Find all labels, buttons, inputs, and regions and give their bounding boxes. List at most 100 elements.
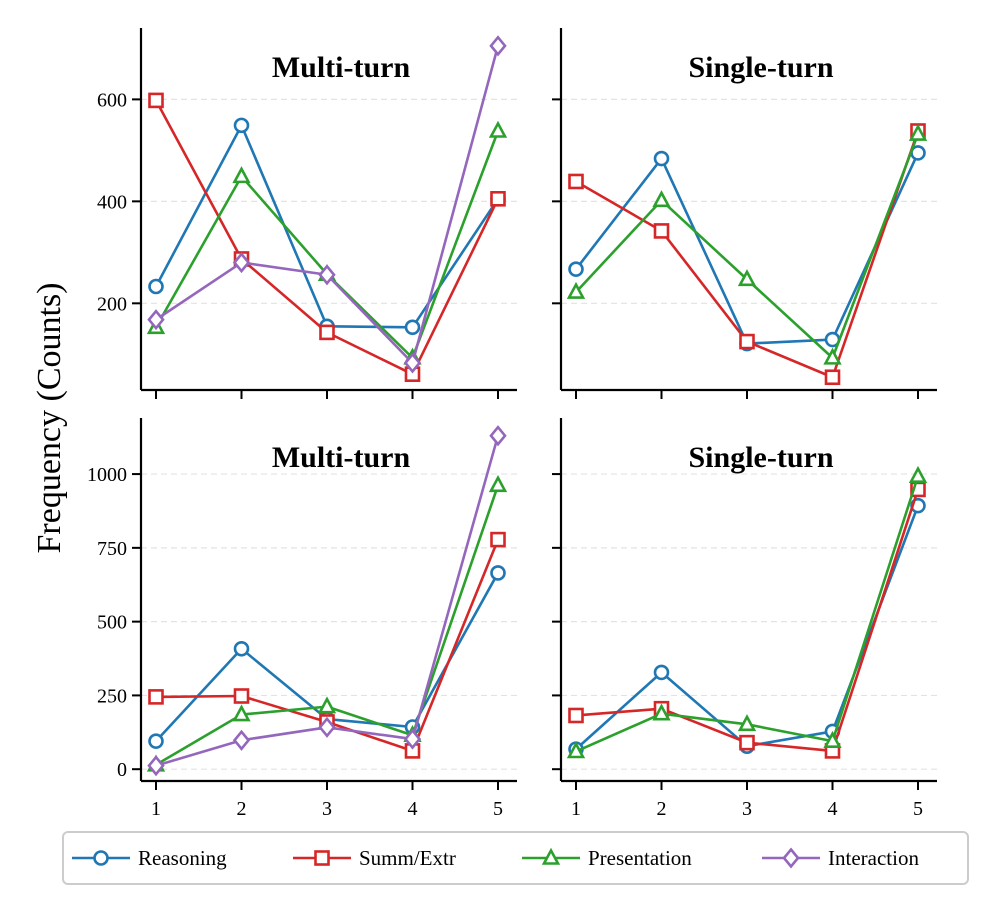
x-tick-label: 5 — [913, 798, 923, 820]
panel-title: Multi-turn — [272, 51, 411, 84]
data-point-summ-extr — [739, 333, 755, 350]
data-point-presentation — [908, 123, 928, 141]
x-tick-label: 1 — [571, 798, 581, 820]
series-summ-extr — [568, 123, 926, 386]
data-point-interaction — [489, 425, 507, 447]
data-point-interaction — [403, 352, 422, 374]
y-tick-label: 250 — [97, 685, 127, 707]
data-point-summ-extr — [653, 223, 670, 239]
data-point-interaction — [147, 309, 165, 331]
panel-title: Single-turn — [688, 51, 833, 84]
x-tick-label: 1 — [151, 798, 161, 820]
y-tick-label: 500 — [97, 612, 127, 634]
data-point-presentation — [317, 696, 337, 714]
data-point-reasoning — [148, 278, 164, 295]
x-tick-label: 4 — [408, 798, 418, 820]
legend-entry-reasoning: Reasoning — [72, 846, 227, 870]
data-point-presentation — [488, 475, 508, 493]
panel-4: 1 2 3 4 5 Single-turn — [552, 418, 937, 820]
data-point-presentation — [488, 120, 508, 138]
data-point-interaction — [147, 755, 165, 777]
legend-label: Reasoning — [138, 846, 227, 870]
data-point-summ-extr — [148, 92, 164, 109]
legend-label: Summ/Extr — [359, 846, 456, 870]
data-point-summ-extr — [490, 531, 506, 548]
data-point-presentation — [652, 703, 671, 721]
data-point-interaction — [403, 728, 422, 750]
data-point-reasoning — [490, 565, 506, 581]
data-point-reasoning — [404, 319, 421, 336]
data-point-summ-extr — [568, 707, 584, 724]
legend-entry-presentation: Presentation — [522, 846, 692, 870]
data-point-presentation — [737, 714, 757, 732]
y-tick-label: 0 — [117, 759, 127, 781]
series-interaction — [147, 35, 507, 374]
series-presentation — [566, 123, 928, 365]
data-point-summ-extr — [233, 688, 250, 704]
x-tick-label: 2 — [237, 798, 247, 820]
series-presentation — [146, 475, 508, 772]
panel-2: Single-turn — [552, 28, 937, 399]
data-point-interaction — [232, 729, 251, 751]
panel-title: Single-turn — [688, 441, 833, 474]
data-point-reasoning — [233, 640, 250, 657]
data-point-interaction — [489, 35, 507, 57]
data-point-summ-extr — [319, 324, 335, 341]
data-point-presentation — [823, 730, 842, 748]
x-tick-label: 3 — [742, 798, 752, 820]
panel-1: 200 400 600 Multi-turn — [97, 28, 517, 399]
legend-marker — [314, 850, 330, 866]
x-tick-label: 2 — [657, 798, 667, 820]
series-line-presentation — [575, 133, 920, 360]
data-point-summ-extr — [568, 173, 584, 190]
legend-frame — [62, 831, 969, 885]
data-point-presentation — [566, 281, 586, 299]
x-tick-label: 4 — [828, 798, 838, 820]
legend-entry-summ-extr: Summ/Extr — [293, 846, 456, 870]
data-point-interaction — [232, 251, 251, 274]
data-point-reasoning — [148, 733, 164, 749]
data-point-interaction — [318, 716, 336, 738]
series-line-reasoning — [154, 124, 500, 329]
y-tick-label: 400 — [97, 191, 127, 213]
legend-marker — [541, 847, 561, 865]
x-tick-label: 3 — [322, 798, 332, 820]
legend-label: Interaction — [828, 846, 919, 870]
data-point-summ-extr — [739, 734, 755, 751]
legend-marker — [782, 847, 800, 869]
panel-title: Multi-turn — [272, 441, 411, 474]
series-reasoning — [148, 117, 506, 336]
legend-marker — [93, 850, 109, 866]
series-summ-extr — [148, 92, 506, 382]
data-point-presentation — [652, 190, 671, 208]
series-reasoning — [568, 145, 926, 352]
data-point-reasoning — [233, 117, 250, 134]
data-point-reasoning — [568, 261, 584, 277]
data-point-summ-extr — [824, 369, 841, 386]
series-line-interaction — [155, 45, 500, 365]
legend: Reasoning Summ/Extr Presentation Interactio… — [62, 831, 969, 885]
legend-entry-interaction: Interaction — [762, 846, 919, 870]
data-point-presentation — [737, 269, 757, 287]
series-line-summ-extr — [575, 489, 920, 753]
y-axis-label: Frequency (Counts) — [31, 282, 68, 553]
data-point-presentation — [823, 347, 842, 365]
legend-label: Presentation — [588, 846, 692, 870]
data-point-interaction — [318, 264, 336, 286]
y-tick-label: 600 — [97, 89, 127, 111]
data-point-reasoning — [653, 150, 670, 167]
panels: 200 400 600 Multi-turn Single-turn 0 250 500 750… — [87, 28, 937, 820]
y-tick-label: 1000 — [87, 464, 127, 486]
x-tick-label: 5 — [493, 798, 503, 820]
data-point-presentation — [232, 704, 251, 722]
series-interaction — [147, 425, 507, 777]
series-line-reasoning — [574, 152, 920, 345]
data-point-presentation — [908, 465, 928, 483]
y-tick-label: 750 — [97, 538, 127, 560]
y-tick-label: 200 — [97, 293, 127, 315]
series-presentation — [566, 465, 928, 759]
data-point-reasoning — [653, 664, 670, 681]
panel-3: 0 250 500 750 1000 1 2 3 4 5 Multi-turn — [87, 418, 517, 820]
data-point-summ-extr — [148, 689, 164, 705]
